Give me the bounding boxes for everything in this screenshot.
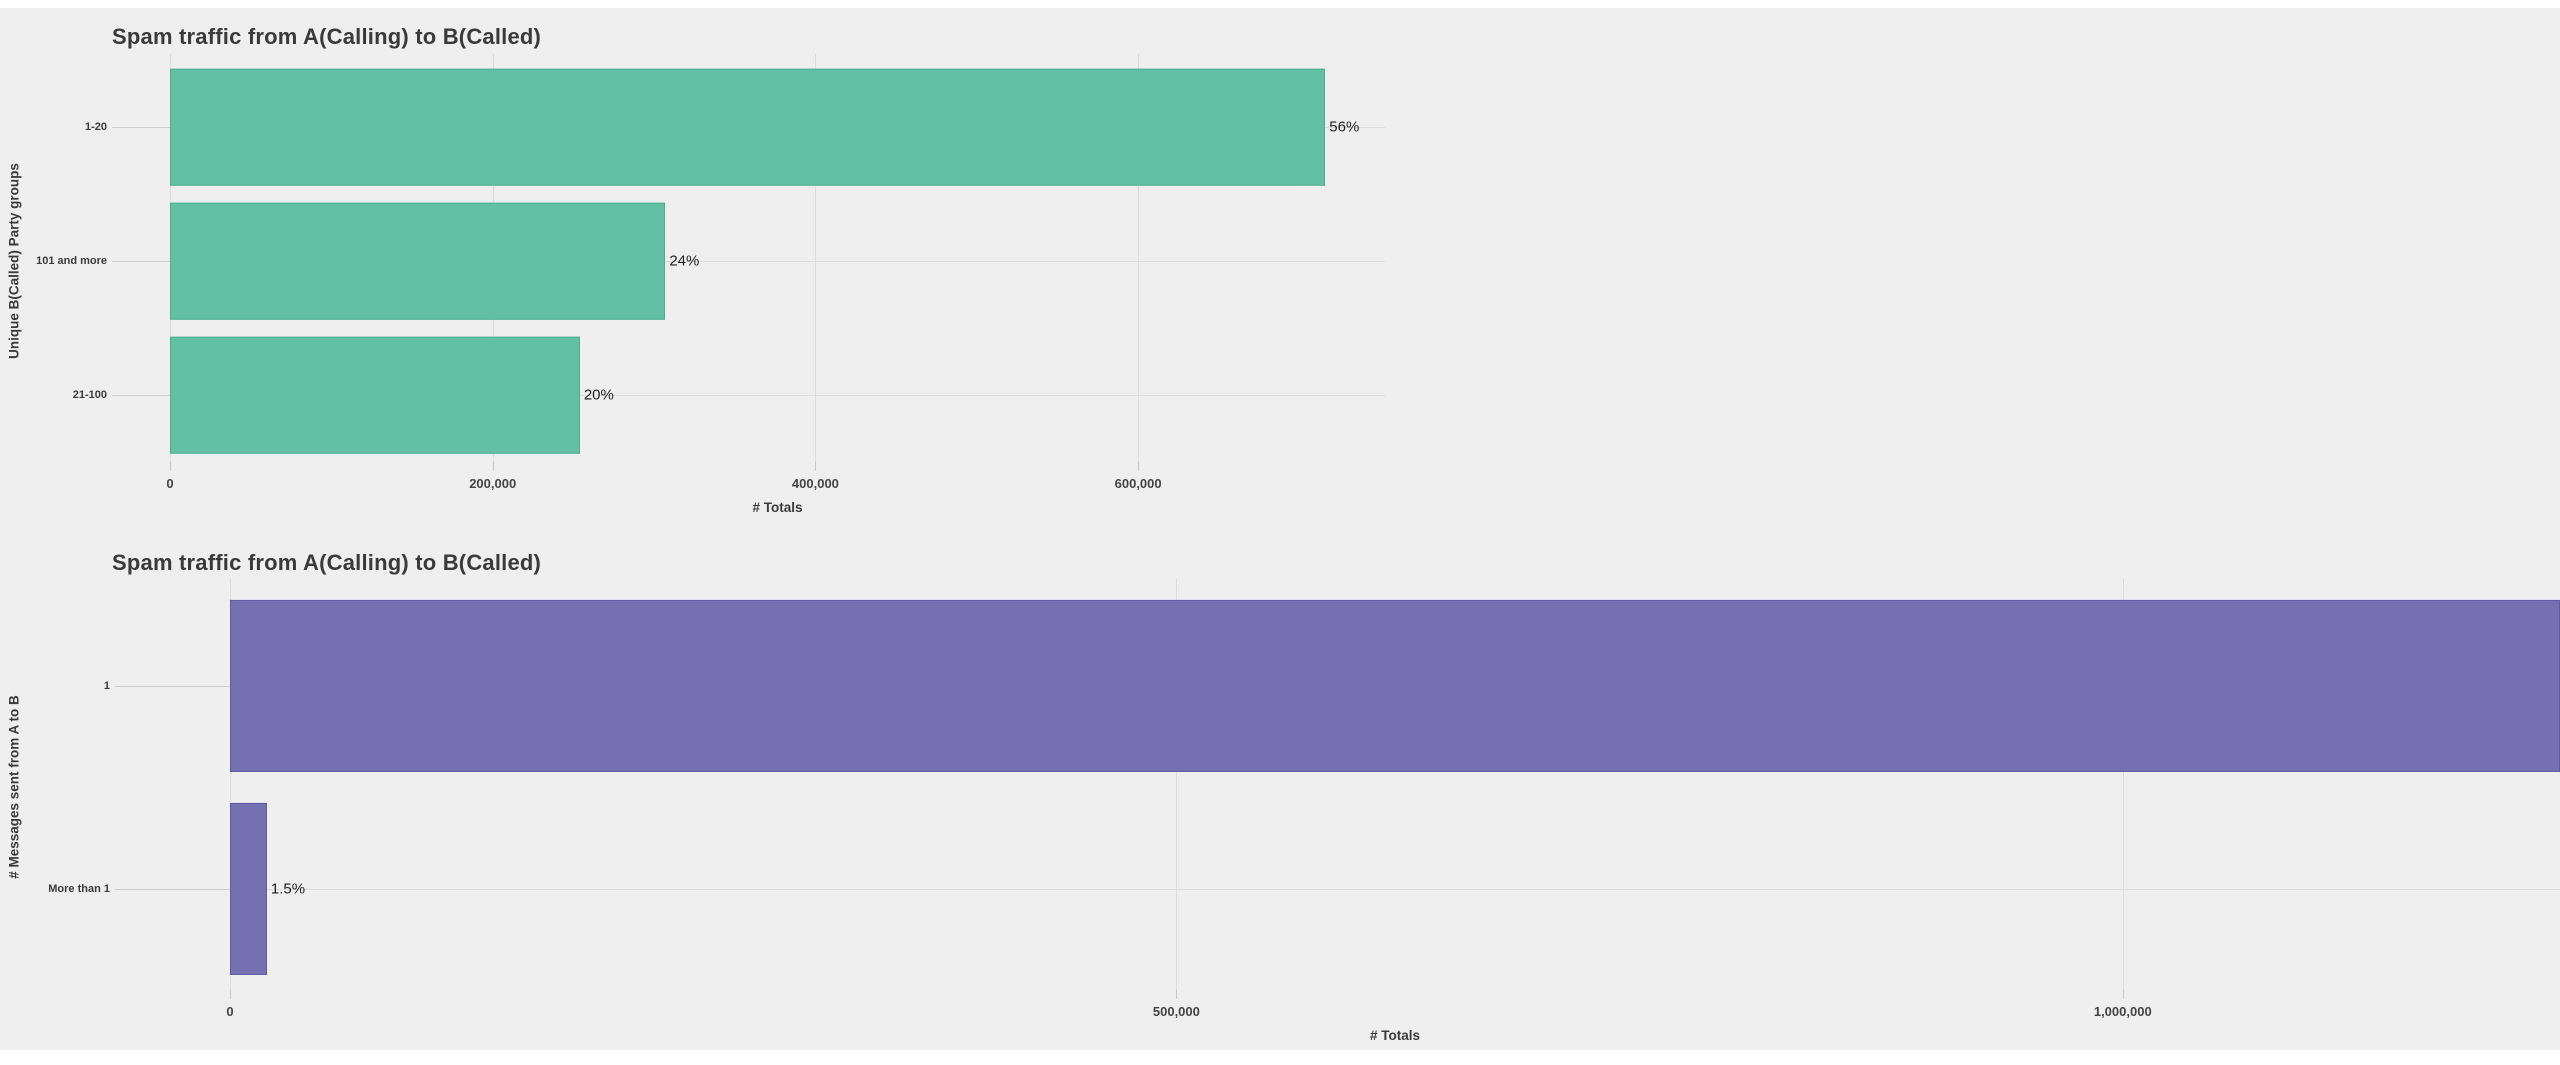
bar[interactable] (230, 802, 267, 975)
bar[interactable] (170, 68, 1326, 186)
bar[interactable] (170, 336, 580, 454)
bar-rows: 1 More than 1 1.5% (48, 585, 2560, 990)
bar-row: 101 and more 24% (36, 194, 1385, 328)
plot-area: 1 More than 1 1.5% # Totals 0 500,000 1,000,… (48, 579, 2560, 1043)
bar[interactable] (170, 202, 666, 320)
bar-row: 1-20 56% (85, 60, 1385, 194)
bar[interactable] (230, 600, 2560, 773)
bar-row: 1 (104, 585, 2560, 788)
